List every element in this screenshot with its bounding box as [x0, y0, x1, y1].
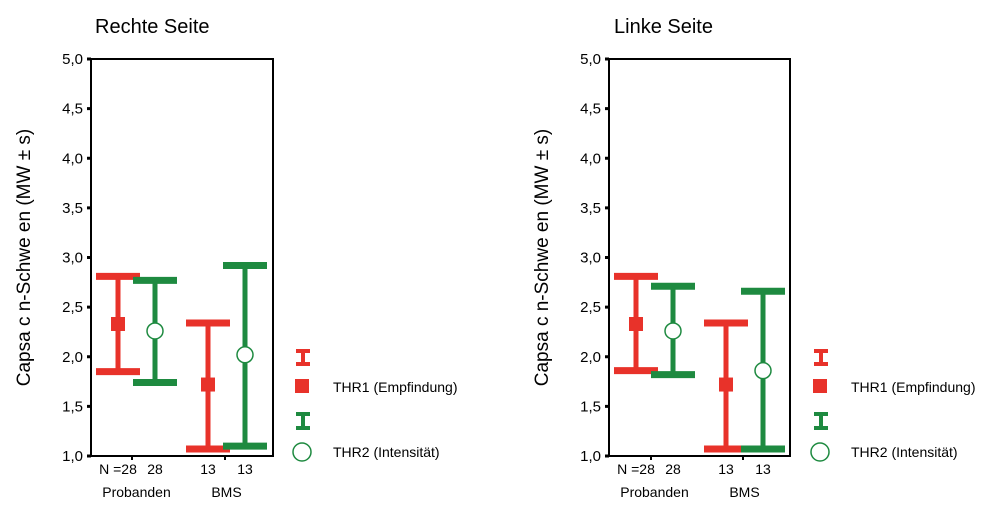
- chart-title: Linke Seite: [614, 16, 713, 38]
- y-tick-label: 1,0: [580, 448, 601, 465]
- mean-marker-square: [719, 377, 733, 392]
- legend-square-icon: [295, 379, 309, 393]
- y-tick-label: 1,5: [62, 398, 83, 415]
- y-tick-label: 2,0: [580, 349, 601, 366]
- legend-circle-icon: [292, 442, 312, 462]
- mean-marker-circle: [146, 322, 164, 340]
- y-tick-label: 4,0: [580, 150, 601, 167]
- n-label: 13: [237, 461, 253, 477]
- y-tick-label: 5,0: [62, 51, 83, 68]
- error-bar: [223, 261, 267, 450]
- error-bar: [133, 276, 177, 387]
- group-label: BMS: [729, 484, 759, 500]
- mean-marker-square: [201, 377, 215, 392]
- chart-panel-1: Linke Seite Capsa c n-Schwe en (MW ± s) 1,…: [532, 16, 976, 500]
- error-bar: [96, 272, 140, 376]
- n-label: 13: [755, 461, 771, 477]
- y-tick-label: 2,5: [580, 299, 601, 316]
- error-bar: [741, 287, 785, 453]
- mean-marker-square: [629, 316, 643, 331]
- y-tick-label: 3,5: [62, 200, 83, 217]
- legend-label-thr2: THR2 (Intensität): [851, 444, 958, 460]
- group-label: Probanden: [102, 484, 171, 500]
- error-bar: [614, 272, 658, 375]
- y-axis-label: Capsa c n-Schwe en (MW ± s): [14, 129, 35, 387]
- n-label: 13: [200, 461, 216, 477]
- n-label: 28: [147, 461, 163, 477]
- n-label: 13: [718, 461, 734, 477]
- chart-panel-0: Rechte Seite Capsa c n-Schwe en (MW ± s) 1…: [14, 16, 458, 500]
- legend-label-thr1: THR1 (Empfindung): [851, 379, 976, 395]
- legend-circle-icon: [810, 442, 830, 462]
- group-label: BMS: [211, 484, 241, 500]
- legend: THR1 (Empfindung) THR2 (Intensität): [810, 349, 976, 462]
- y-axis-label: Capsa c n-Schwe en (MW ± s): [532, 129, 553, 387]
- y-tick-label: 3,0: [62, 250, 83, 267]
- mean-marker-square: [111, 316, 125, 331]
- mean-marker-circle: [754, 361, 772, 380]
- y-tick-label: 4,5: [580, 101, 601, 118]
- n-label: N =28: [99, 461, 137, 477]
- y-tick-label: 5,0: [580, 51, 601, 68]
- chart-title: Rechte Seite: [95, 16, 210, 38]
- error-bar: [186, 319, 230, 453]
- y-tick-label: 4,0: [62, 150, 83, 167]
- mean-marker-circle: [236, 346, 254, 364]
- n-label: N =28: [617, 461, 655, 477]
- group-label: Probanden: [620, 484, 689, 500]
- legend-label-thr2: THR2 (Intensität): [333, 444, 440, 460]
- y-tick-label: 4,5: [62, 101, 83, 118]
- error-bar: [651, 282, 695, 379]
- legend: THR1 (Empfindung) THR2 (Intensität): [292, 349, 458, 462]
- y-tick-label: 1,0: [62, 448, 83, 465]
- y-tick-label: 2,5: [62, 299, 83, 316]
- y-tick-label: 1,5: [580, 398, 601, 415]
- error-bar: [704, 319, 748, 453]
- mean-marker-circle: [664, 322, 682, 340]
- legend-label-thr1: THR1 (Empfindung): [333, 379, 458, 395]
- y-tick-label: 3,0: [580, 250, 601, 267]
- n-label: 28: [665, 461, 681, 477]
- y-tick-label: 2,0: [62, 349, 83, 366]
- y-tick-label: 3,5: [580, 200, 601, 217]
- legend-square-icon: [813, 379, 827, 393]
